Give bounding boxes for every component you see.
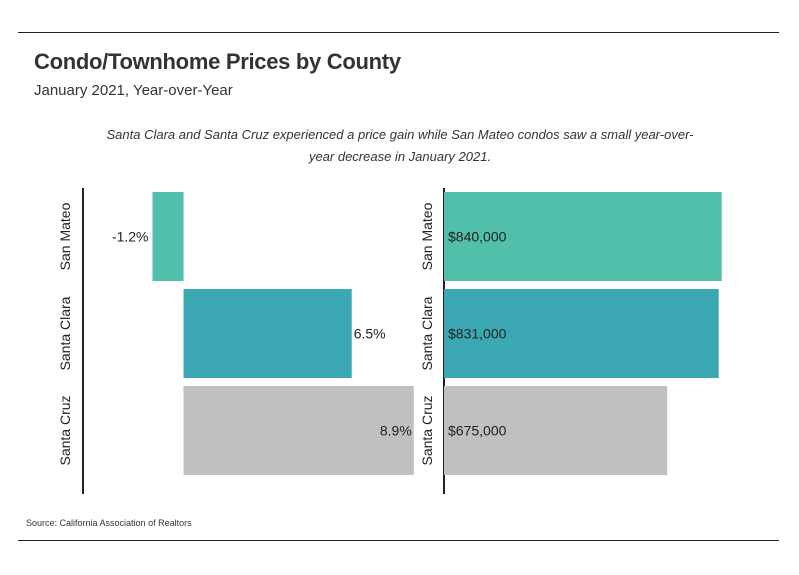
bottom-rule [18, 540, 779, 541]
top-rule [18, 32, 779, 33]
yoy-bar-san-mateo [152, 192, 184, 281]
price-bar-santa-cruz [444, 386, 668, 475]
price-value-label-santa-cruz: $675,000 [448, 423, 507, 439]
price-value-label-san-mateo: $840,000 [448, 229, 507, 245]
yoy-category-label-san-mateo: San Mateo [57, 202, 73, 270]
yoy-change-chart: San Mateo -1.2% Santa Clara 6.5% Santa Cruz 8… [57, 188, 414, 494]
price-bar-santa-clara [444, 289, 719, 378]
yoy-bar-santa-cruz [183, 386, 414, 475]
source-note: Source: California Association of Realto… [26, 518, 192, 528]
price-category-label-santa-cruz: Santa Cruz [419, 395, 435, 465]
page-title: Condo/Townhome Prices by County [34, 49, 401, 74]
price-category-label-san-mateo: San Mateo [419, 202, 435, 270]
price-category-label-santa-clara: Santa Clara [419, 296, 435, 370]
yoy-category-label-santa-clara: Santa Clara [57, 296, 73, 370]
yoy-bar-santa-clara [183, 289, 352, 378]
price-value-label-santa-clara: $831,000 [448, 326, 507, 342]
price-bar-san-mateo [444, 192, 722, 281]
yoy-value-label-santa-cruz: 8.9% [380, 423, 412, 439]
yoy-category-label-santa-cruz: Santa Cruz [57, 395, 73, 465]
yoy-value-label-san-mateo: -1.2% [112, 229, 149, 245]
median-price-chart: San Mateo $840,000 Santa Clara $831,000 Sant… [419, 188, 722, 494]
page-subtitle: January 2021, Year-over-Year [34, 82, 233, 99]
chart-description: Santa Clara and Santa Cruz experienced a… [106, 127, 694, 164]
yoy-value-label-santa-clara: 6.5% [354, 326, 386, 342]
